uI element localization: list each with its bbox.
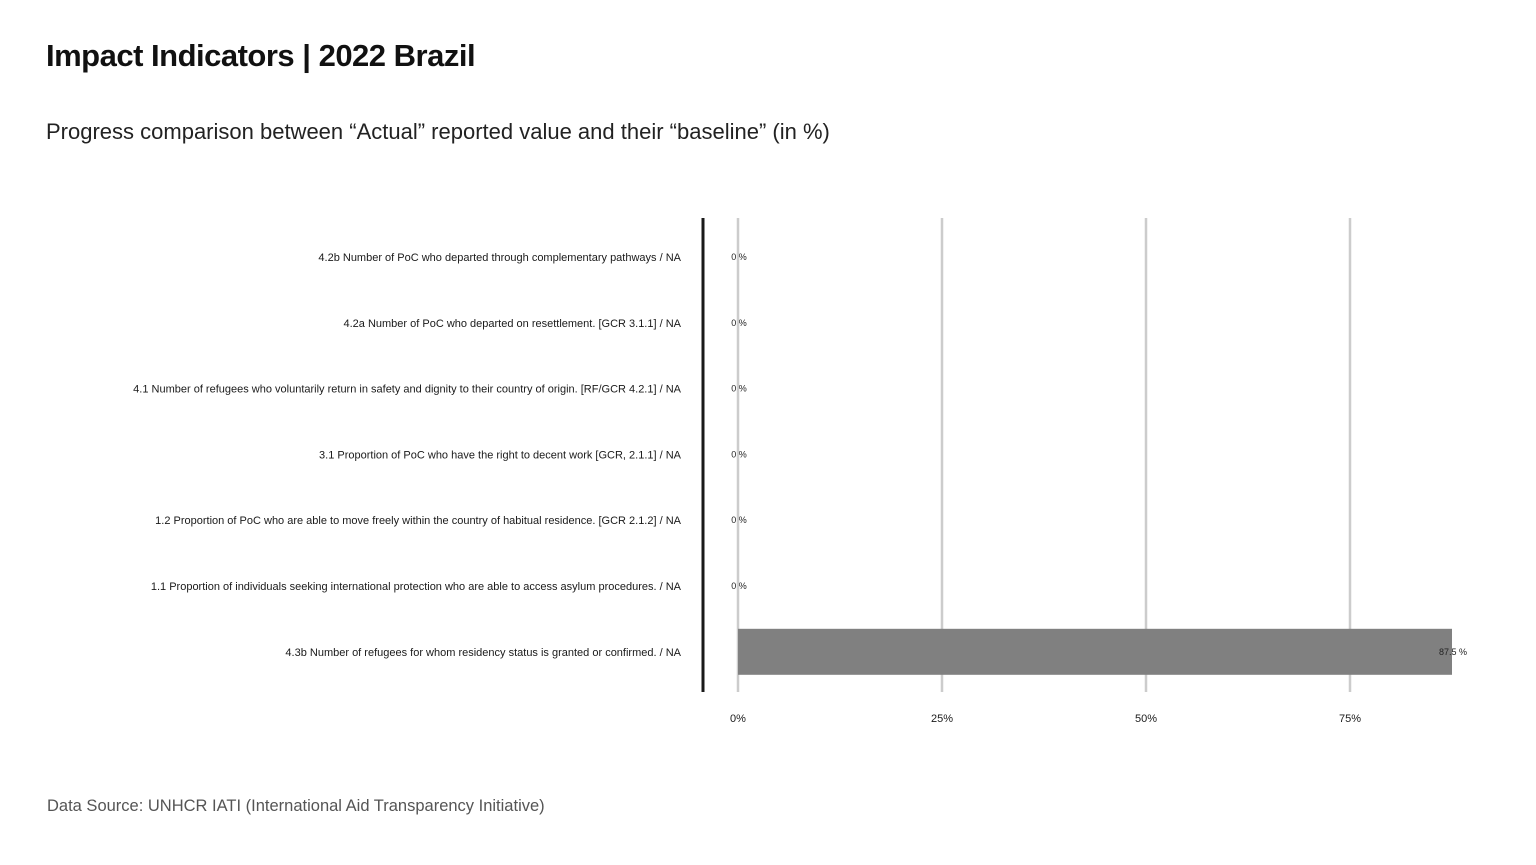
x-tick-label-75: 75% — [1339, 713, 1361, 725]
data-label-6: 87.5 % — [1439, 647, 1467, 657]
bar-6 — [738, 628, 1452, 675]
data-label-5: 0 % — [731, 581, 747, 591]
category-label-5: 1.1 Proportion of individuals seeking in… — [151, 581, 682, 593]
x-tick-label-25: 25% — [931, 713, 953, 725]
chart-title: Impact Indicators | 2022 Brazil — [46, 38, 476, 73]
data-label-1: 0 % — [731, 318, 747, 328]
category-label-1: 4.2a Number of PoC who departed on reset… — [343, 318, 681, 330]
data-label-2: 0 % — [731, 384, 747, 394]
data-label-0: 0 % — [731, 252, 747, 262]
category-label-2: 4.1 Number of refugees who voluntarily r… — [133, 384, 681, 396]
data-source-note: Data Source: UNHCR IATI (International A… — [47, 797, 545, 815]
chart-subtitle: Progress comparison between “Actual” rep… — [46, 119, 830, 144]
data-label-4: 0 % — [731, 515, 747, 525]
category-label-3: 3.1 Proportion of PoC who have the right… — [319, 449, 682, 461]
category-label-0: 4.2b Number of PoC who departed through … — [318, 252, 681, 264]
x-tick-label-50: 50% — [1135, 713, 1157, 725]
category-label-6: 4.3b Number of refugees for whom residen… — [285, 647, 681, 659]
x-tick-label-0: 0% — [730, 713, 746, 725]
category-label-4: 1.2 Proportion of PoC who are able to mo… — [155, 515, 681, 527]
data-label-3: 0 % — [731, 449, 747, 459]
